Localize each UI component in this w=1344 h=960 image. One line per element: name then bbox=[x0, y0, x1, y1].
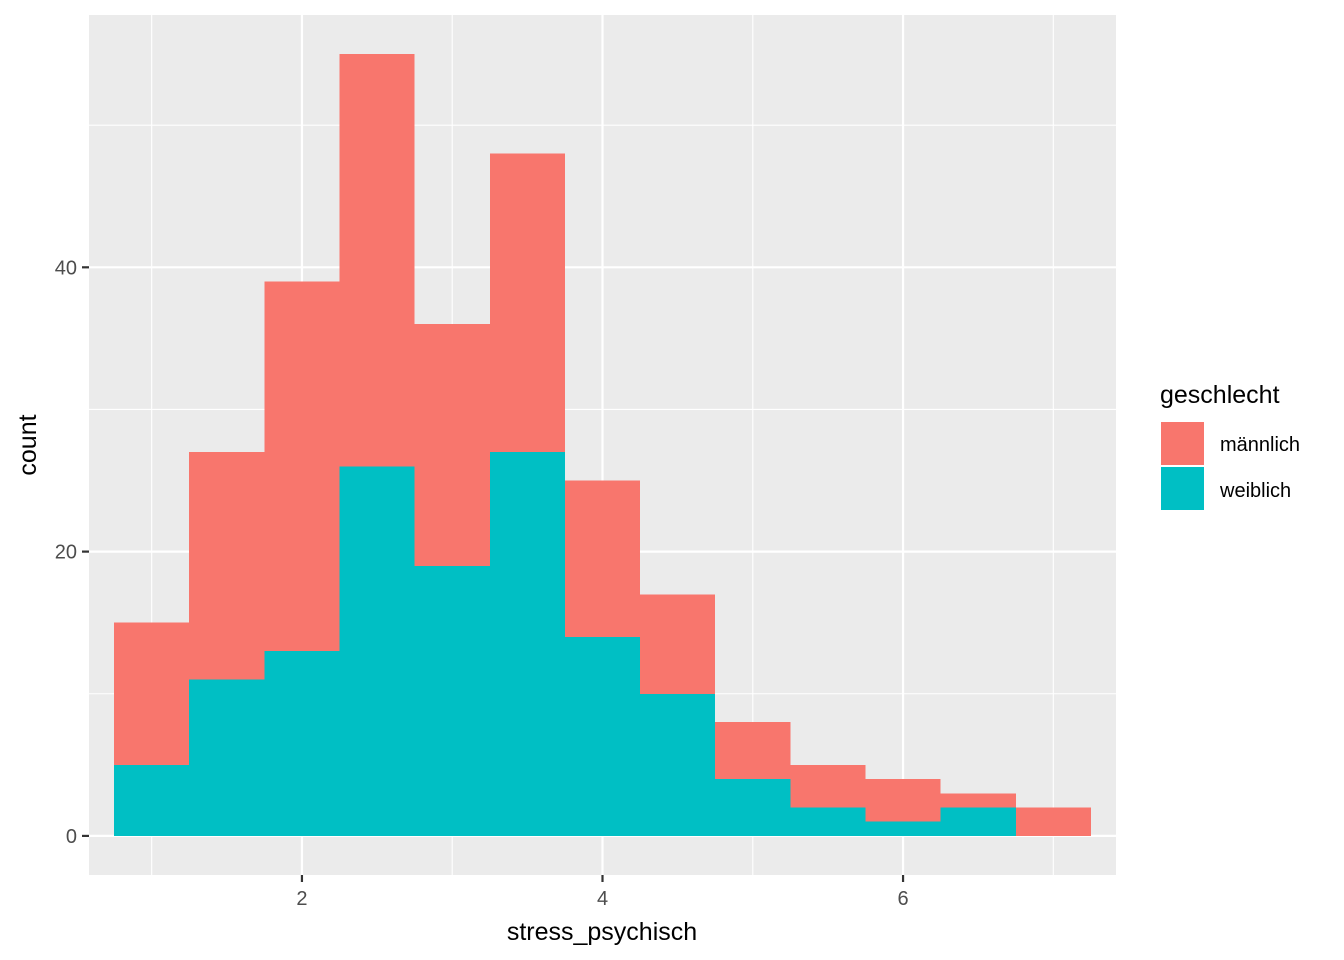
bar-weiblich-bin-9 bbox=[790, 807, 866, 836]
legend-swatch-weiblich bbox=[1161, 467, 1204, 510]
x-axis: 2 4 6 bbox=[296, 875, 909, 910]
y-tick-label: 0 bbox=[66, 826, 77, 848]
y-axis-title: count bbox=[14, 414, 42, 475]
bar-maennlich-bin-6 bbox=[564, 480, 641, 637]
legend-swatch-maennlich bbox=[1161, 422, 1204, 465]
bar-maennlich-bin-4 bbox=[414, 324, 490, 566]
legend-label-weiblich: weiblich bbox=[1219, 480, 1291, 502]
bar-weiblich-bin-2 bbox=[264, 651, 340, 836]
bar-maennlich-bin-9 bbox=[790, 764, 866, 808]
bar-weiblich-bin-7 bbox=[640, 693, 716, 836]
legend: geschlecht männlich weiblich bbox=[1160, 381, 1300, 510]
bar-maennlich-bin-3 bbox=[339, 54, 415, 467]
bar-weiblich-bin-0 bbox=[114, 764, 190, 836]
y-tick-label: 40 bbox=[55, 257, 77, 279]
x-tick-label: 6 bbox=[897, 888, 908, 910]
y-axis: 0 20 40 bbox=[55, 257, 89, 848]
bar-maennlich-bin-12 bbox=[1015, 807, 1091, 836]
legend-label-maennlich: männlich bbox=[1220, 434, 1300, 456]
bar-maennlich-bin-2 bbox=[264, 281, 340, 652]
bar-maennlich-bin-0 bbox=[114, 622, 190, 765]
bar-weiblich-bin-11 bbox=[940, 807, 1016, 836]
bar-weiblich-bin-5 bbox=[489, 452, 565, 836]
bars bbox=[114, 54, 1091, 836]
bar-weiblich-bin-8 bbox=[715, 779, 791, 836]
x-tick-label: 2 bbox=[296, 888, 307, 910]
bar-maennlich-bin-5 bbox=[489, 153, 565, 453]
bar-weiblich-bin-10 bbox=[865, 821, 941, 836]
bar-maennlich-bin-7 bbox=[640, 594, 716, 694]
bar-weiblich-bin-6 bbox=[564, 636, 641, 836]
bar-maennlich-bin-1 bbox=[189, 452, 265, 680]
bar-maennlich-bin-8 bbox=[715, 722, 791, 780]
bar-weiblich-bin-3 bbox=[339, 466, 415, 836]
bar-weiblich-bin-4 bbox=[414, 565, 490, 836]
x-axis-title: stress_psychisch bbox=[507, 918, 697, 946]
bar-maennlich-bin-11 bbox=[940, 793, 1016, 808]
x-tick-label: 4 bbox=[597, 888, 608, 910]
y-tick-label: 20 bbox=[55, 542, 77, 564]
legend-title: geschlecht bbox=[1160, 381, 1280, 409]
bar-maennlich-bin-10 bbox=[865, 779, 941, 822]
bar-weiblich-bin-1 bbox=[189, 679, 265, 836]
